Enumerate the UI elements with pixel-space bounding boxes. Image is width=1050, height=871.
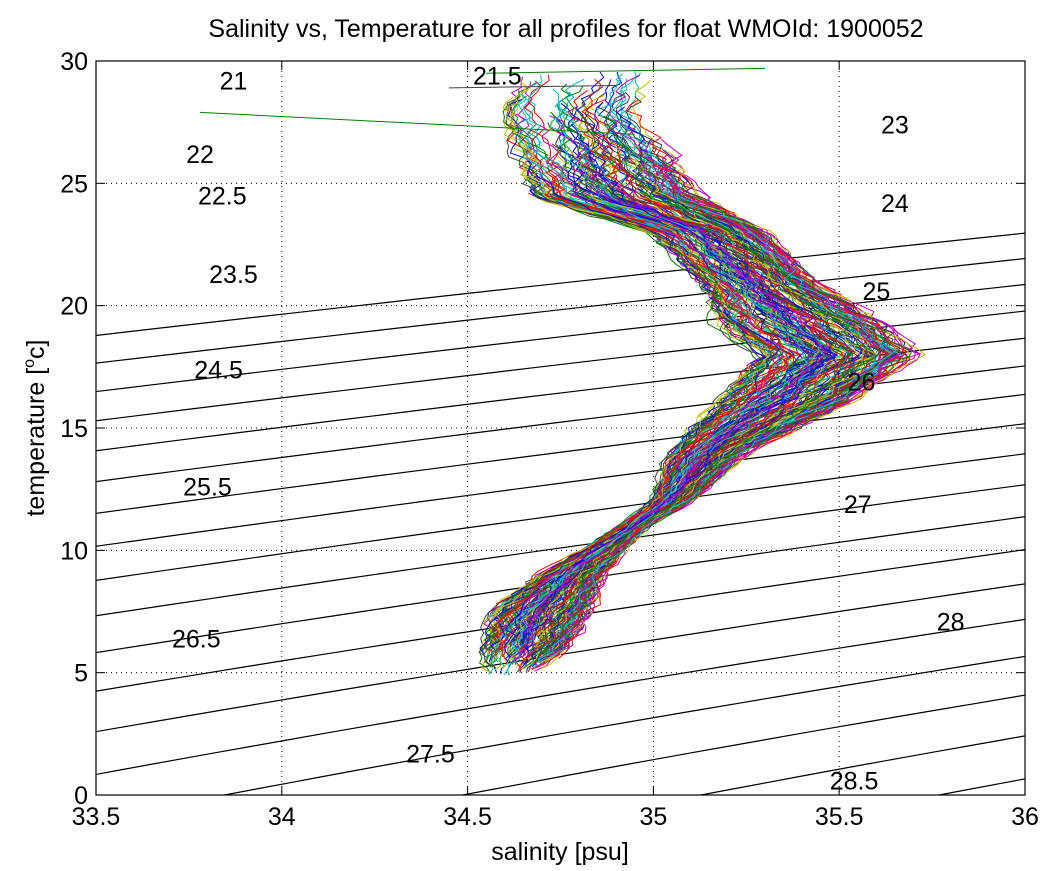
profile-line xyxy=(200,111,635,135)
profile-line xyxy=(512,188,825,658)
density-contour xyxy=(96,337,1025,452)
x-tick-label: 33.5 xyxy=(72,803,121,831)
profile-line xyxy=(543,114,876,654)
density-contour xyxy=(96,365,1025,483)
profile-line xyxy=(558,146,908,659)
contour-label: 23.5 xyxy=(209,261,258,289)
profile-line xyxy=(555,96,908,652)
profile-line xyxy=(489,81,769,669)
density-contour xyxy=(221,655,1025,795)
x-tick-label: 34.5 xyxy=(443,803,492,831)
contour-label: 24.5 xyxy=(194,356,243,384)
contour-label: 26.5 xyxy=(172,625,221,653)
y-axis-label: temperature [oc] xyxy=(21,339,50,516)
contour-labels: 21 21.5 22 22.5 23 23.5 24 24.5 25 25.5 26 26.5 27 27… xyxy=(172,63,965,796)
y-tick-label: 15 xyxy=(60,415,88,443)
profile-line xyxy=(486,67,765,74)
axis-ticks: 33.5 34 34.5 35 35.5 36 0 5 10 15 20 25 30 xyxy=(60,48,1039,831)
y-tick-label: 5 xyxy=(74,660,88,688)
x-tick-label: 34 xyxy=(268,803,296,831)
profile-line xyxy=(562,79,927,641)
contour-label: 28.5 xyxy=(830,767,879,795)
contour-label: 23 xyxy=(881,112,909,140)
x-axis-label: salinity [psu] xyxy=(491,838,629,866)
profile-line xyxy=(515,78,826,656)
density-contour xyxy=(96,583,1025,733)
density-contour xyxy=(96,618,1025,776)
chart-title: Salinity vs, Temperature for all profile… xyxy=(208,15,923,43)
profile-line xyxy=(478,178,763,675)
profile-line xyxy=(540,115,875,650)
profile-line xyxy=(534,178,897,669)
density-contour xyxy=(459,694,1025,795)
contour-label: 21.5 xyxy=(473,63,522,91)
y-tick-label: 30 xyxy=(60,48,88,76)
contour-label: 28 xyxy=(937,608,965,636)
profile-line xyxy=(504,124,784,648)
contour-label: 24 xyxy=(881,190,909,218)
contour-label: 25 xyxy=(862,278,890,306)
profile-lines xyxy=(200,67,927,677)
y-tick-label: 25 xyxy=(60,170,88,198)
profile-line xyxy=(562,196,901,639)
contour-label: 22.5 xyxy=(198,183,247,211)
contour-label: 27 xyxy=(844,491,872,519)
y-axis-label-main: temperature [ xyxy=(22,368,50,517)
contour-label: 21 xyxy=(220,68,248,96)
profile-line xyxy=(507,88,809,677)
y-axis-label-tail: c] xyxy=(22,339,50,358)
profile-line xyxy=(449,84,617,89)
profile-line xyxy=(495,202,802,656)
contour-label: 27.5 xyxy=(406,740,455,768)
x-tick-label: 35.5 xyxy=(815,803,864,831)
profile-line xyxy=(527,107,854,653)
y-axis-label-sup: o xyxy=(21,359,38,368)
y-tick-label: 20 xyxy=(60,293,88,321)
profile-line xyxy=(514,115,811,666)
x-tick-label: 36 xyxy=(1011,803,1039,831)
contour-label: 22 xyxy=(186,141,214,169)
y-tick-label: 10 xyxy=(60,537,88,565)
y-tick-label: 0 xyxy=(74,782,88,810)
profile-line xyxy=(488,81,772,675)
contour-label: 26 xyxy=(848,369,876,397)
contour-label: 25.5 xyxy=(183,474,232,502)
density-contour xyxy=(96,423,1025,547)
x-tick-label: 35 xyxy=(639,803,667,831)
profile-line xyxy=(482,192,763,668)
